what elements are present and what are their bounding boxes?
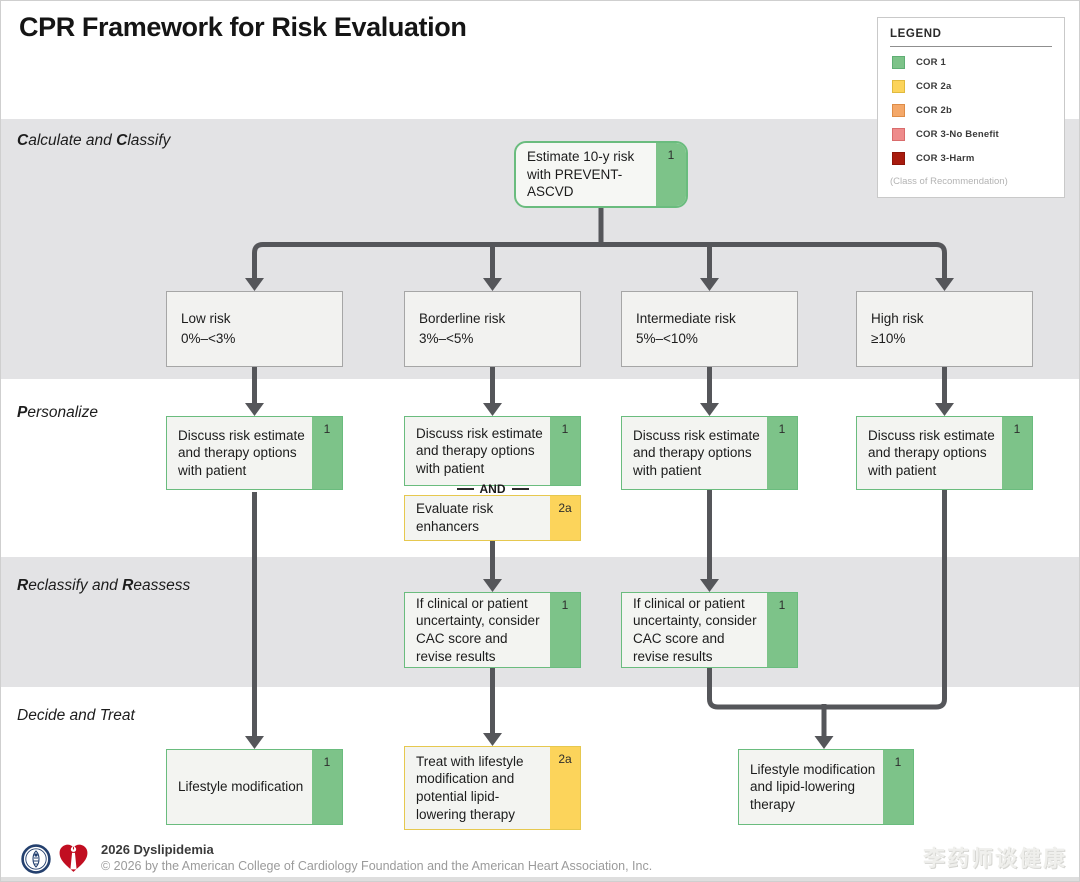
node-text: Evaluate risk enhancers bbox=[416, 501, 494, 534]
node-text: Treat with lifestyle modification and po… bbox=[416, 753, 524, 822]
legend-item: COR 2a bbox=[892, 80, 1052, 93]
footer-title: 2026 Dyslipidemia bbox=[101, 842, 214, 857]
node-discuss-low: Discuss risk estimate and therapy option… bbox=[166, 416, 343, 490]
node-cac-borderline: If clinical or patient uncertainty, cons… bbox=[404, 592, 581, 668]
node-discuss-high: Discuss risk estimate and therapy option… bbox=[856, 416, 1033, 490]
node-text: Lifestyle modification bbox=[178, 779, 304, 795]
stage-label-decide-treat: Decide and Treat bbox=[17, 707, 135, 724]
node-discuss-borderline: Discuss risk estimate and therapy option… bbox=[404, 416, 581, 486]
node-discuss-intermediate: Discuss risk estimate and therapy option… bbox=[621, 416, 798, 490]
risk-range: 3%–<5% bbox=[419, 331, 474, 346]
legend-swatch bbox=[892, 128, 905, 141]
risk-title: High risk bbox=[871, 311, 924, 327]
acc-logo-icon bbox=[21, 844, 51, 874]
legend-swatch bbox=[892, 80, 905, 93]
legend-note: (Class of Recommendation) bbox=[890, 176, 1008, 187]
node-text: If clinical or patient uncertainty, cons… bbox=[633, 595, 757, 664]
risk-title: Intermediate risk bbox=[636, 311, 736, 327]
risk-range: ≥10% bbox=[871, 331, 906, 346]
stage-label-personalize: Personalize bbox=[17, 404, 98, 421]
risk-range: 5%–<10% bbox=[636, 331, 698, 346]
legend-divider bbox=[890, 46, 1052, 47]
node-text: Discuss risk estimate and therapy option… bbox=[633, 427, 760, 478]
legend-label: COR 1 bbox=[916, 57, 947, 68]
legend-item: COR 3-No Benefit bbox=[892, 128, 1052, 141]
legend-label: COR 3-Harm bbox=[916, 153, 975, 164]
legend-label: COR 2a bbox=[916, 81, 952, 92]
node-risk-low: Low risk 0%–<3% bbox=[166, 291, 343, 367]
footer: 2026 Dyslipidemia © 2026 by the American… bbox=[1, 839, 1079, 877]
node-text: Discuss risk estimate and therapy option… bbox=[868, 427, 995, 478]
node-risk-intermediate: Intermediate risk 5%–<10% bbox=[621, 291, 798, 367]
stage-label-reclassify-reassess: Reclassify and Reassess bbox=[17, 577, 191, 594]
node-text: Discuss risk estimate and therapy option… bbox=[178, 427, 305, 478]
node-text: Lifestyle modification and lipid-lowerin… bbox=[750, 761, 876, 812]
page-title: CPR Framework for Risk Evaluation bbox=[19, 12, 467, 42]
stage-label-calculate-classify: Calculate and Classify bbox=[17, 132, 171, 149]
cor-badge: 1 bbox=[312, 750, 342, 824]
node-lifestyle-modification: Lifestyle modification 1 bbox=[166, 749, 343, 825]
footer-copyright: © 2026 by the American College of Cardio… bbox=[101, 859, 653, 873]
cor-badge: 1 bbox=[312, 417, 342, 489]
cor-badge: 1 bbox=[550, 417, 580, 485]
cor-badge: 1 bbox=[883, 750, 913, 824]
risk-title: Borderline risk bbox=[419, 311, 506, 327]
node-text: If clinical or patient uncertainty, cons… bbox=[416, 595, 540, 664]
cor-badge: 1 bbox=[767, 593, 797, 667]
legend-items: COR 1 COR 2a COR 2b COR 3-No Benefit COR 3-H… bbox=[890, 56, 1052, 165]
cor-badge: 1 bbox=[767, 417, 797, 489]
node-text: Estimate 10-y risk with PREVENT-ASCVD bbox=[527, 149, 635, 200]
node-treat-lipid-lowering: Treat with lifestyle modification and po… bbox=[404, 746, 581, 830]
node-estimate-risk: Estimate 10-y risk with PREVENT-ASCVD 1 bbox=[514, 141, 688, 208]
and-label: AND bbox=[479, 482, 506, 496]
cor-badge: 2a bbox=[550, 496, 580, 540]
and-dash-right bbox=[511, 487, 529, 491]
cor-badge: 1 bbox=[1002, 417, 1032, 489]
legend-swatch bbox=[892, 56, 905, 69]
node-cac-intermediate: If clinical or patient uncertainty, cons… bbox=[621, 592, 798, 668]
node-risk-high: High risk ≥10% bbox=[856, 291, 1033, 367]
legend-label: COR 2b bbox=[916, 105, 953, 116]
legend-item: COR 2b bbox=[892, 104, 1052, 117]
cor-badge: 1 bbox=[656, 143, 686, 206]
bottom-edge-strip bbox=[1, 877, 1079, 881]
cor-badge: 2a bbox=[550, 747, 580, 829]
node-lifestyle-and-lipid-lowering: Lifestyle modification and lipid-lowerin… bbox=[738, 749, 914, 825]
footer-text: 2026 Dyslipidemia © 2026 by the American… bbox=[101, 842, 652, 873]
legend-item: COR 3-Harm bbox=[892, 152, 1052, 165]
legend-label: COR 3-No Benefit bbox=[916, 129, 999, 140]
legend-item: COR 1 bbox=[892, 56, 1052, 69]
risk-title: Low risk bbox=[181, 311, 231, 327]
cor-badge: 1 bbox=[550, 593, 580, 667]
legend-swatch bbox=[892, 104, 905, 117]
watermark-text: 李药师谈健康 bbox=[922, 846, 1067, 871]
node-text: Discuss risk estimate and therapy option… bbox=[416, 425, 543, 476]
legend-title: LEGEND bbox=[890, 28, 942, 40]
legend-panel: LEGEND COR 1 COR 2a COR 2b COR 3-No Benefit… bbox=[877, 17, 1065, 198]
node-risk-borderline: Borderline risk 3%–<5% bbox=[404, 291, 581, 367]
and-connector: AND bbox=[404, 481, 581, 497]
and-dash-left bbox=[456, 487, 474, 491]
aha-heart-torch-icon bbox=[59, 844, 88, 872]
legend-swatch bbox=[892, 152, 905, 165]
risk-range: 0%–<3% bbox=[181, 331, 236, 346]
node-evaluate-risk-enhancers: Evaluate risk enhancers 2a bbox=[404, 495, 581, 541]
